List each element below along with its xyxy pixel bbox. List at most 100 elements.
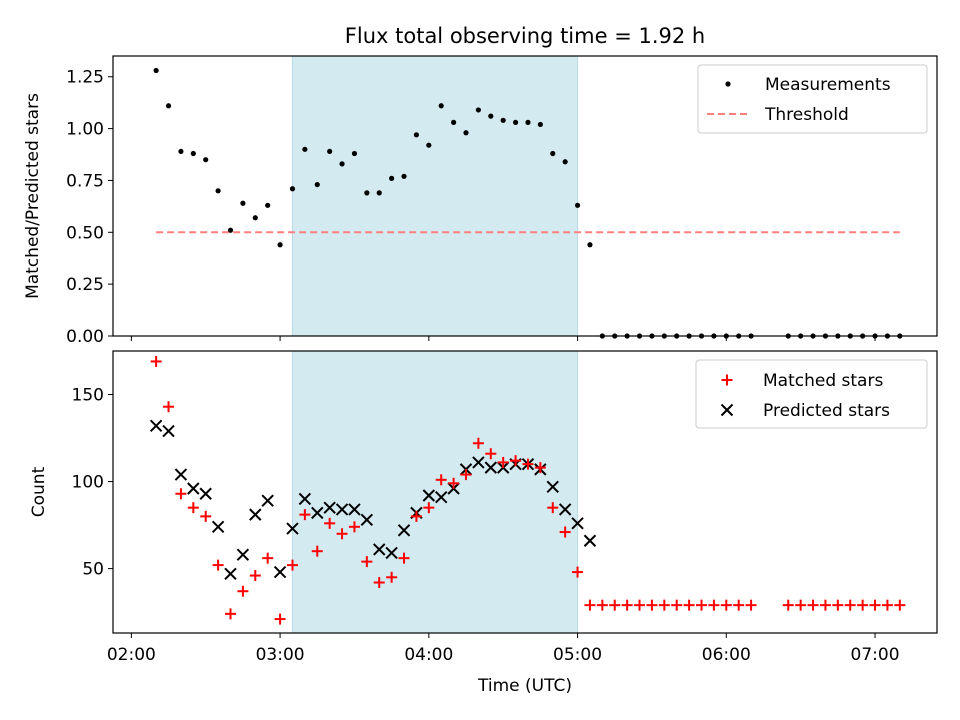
- predicted-point: [273, 565, 287, 579]
- y-tick-label: 0.25: [66, 275, 104, 295]
- measurement-point: [587, 242, 593, 248]
- predicted-point: [335, 503, 349, 516]
- y-tick-label: 1.25: [66, 68, 104, 88]
- matched-point: [534, 462, 546, 474]
- measurement-point: [550, 150, 556, 157]
- measurement-point: [203, 157, 209, 163]
- measurement-point: [537, 121, 543, 128]
- matched-point: [448, 477, 460, 489]
- legend-measurements-label: Measurements: [765, 75, 891, 95]
- top-y-axis-label: Matched/Predicted stars: [23, 93, 43, 299]
- matched-point: [410, 510, 422, 522]
- matched-point: [671, 599, 683, 611]
- legend-predicted-marker: [720, 403, 734, 417]
- y-tick-label: 100: [72, 473, 104, 493]
- measurement-point: [426, 142, 432, 148]
- measurement-point: [438, 103, 444, 109]
- measurement-point: [574, 202, 581, 208]
- matched-point: [596, 599, 608, 611]
- matched-point: [510, 455, 522, 467]
- measurement-point: [389, 175, 395, 181]
- matched-point: [274, 613, 286, 625]
- matched-point: [237, 585, 249, 597]
- matched-point: [894, 599, 906, 611]
- predicted-point: [583, 534, 597, 547]
- legend-x-glyph: [720, 403, 734, 417]
- matched-point: [795, 599, 807, 611]
- matched-point: [869, 599, 881, 611]
- top-y-ticks: 0.00 0.25 0.50 0.75 1.00 1.25: [66, 68, 113, 347]
- measurement-point: [475, 107, 481, 113]
- measurement-point: [451, 119, 457, 125]
- top-legend: Measurements Threshold: [697, 64, 928, 134]
- matched-point: [696, 599, 708, 611]
- measurement-point: [215, 188, 221, 194]
- predicted-point: [298, 492, 312, 506]
- predicted-point: [224, 567, 237, 581]
- x-tick-label: 05:00: [553, 645, 602, 665]
- measurement-point: [463, 130, 469, 136]
- measurements-series: [153, 67, 903, 339]
- matched-point: [435, 474, 447, 486]
- legend-threshold-label: Threshold: [764, 105, 849, 125]
- matched-point: [200, 510, 212, 522]
- matched-stars-series: [150, 355, 906, 625]
- measurement-point: [190, 150, 196, 157]
- matched-point: [225, 608, 237, 620]
- legend-predicted-label: Predicted stars: [763, 401, 890, 421]
- chart-title: Flux total observing time = 1.92 h: [345, 24, 705, 48]
- predicted-point: [472, 456, 485, 469]
- matched-point: [497, 456, 509, 468]
- matched-point: [348, 521, 360, 533]
- bottom-legend-box: [695, 359, 928, 429]
- matched-point: [187, 502, 199, 514]
- matched-point: [621, 599, 633, 611]
- predicted-point: [261, 494, 274, 507]
- measurement-point: [165, 103, 172, 109]
- matched-point: [646, 599, 658, 611]
- top-axes-frame: [112, 55, 938, 337]
- measurement-point: [265, 202, 271, 208]
- matched-point: [658, 599, 670, 611]
- measurement-point: [376, 190, 382, 196]
- matched-point: [286, 559, 298, 571]
- bottom-axes-frame: [112, 350, 938, 634]
- top-panel: 0.00 0.25 0.50 0.75 1.00 1.25 Matched/Predict…: [23, 55, 938, 347]
- legend-matched-marker: [721, 374, 733, 386]
- bottom-x-ticks: 02:00 03:00 04:00 05:00 06:00 07:00: [107, 633, 900, 665]
- predicted-point: [286, 522, 299, 535]
- matched-point: [572, 566, 584, 578]
- matched-point: [460, 469, 472, 481]
- matched-point: [547, 502, 559, 514]
- matched-point: [720, 599, 732, 611]
- measurement-point: [277, 242, 283, 248]
- predicted-point: [373, 543, 386, 556]
- matched-point: [386, 571, 398, 583]
- y-tick-label: 0.00: [66, 327, 104, 347]
- predicted-point: [162, 424, 175, 438]
- x-axis-label: Time (UTC): [477, 676, 572, 696]
- measurement-point: [364, 190, 370, 196]
- legend-measurements-marker: [725, 81, 731, 87]
- legend-matched-label: Matched stars: [763, 371, 883, 391]
- matched-point: [299, 509, 311, 521]
- y-tick-label: 1.00: [66, 120, 104, 140]
- measurement-point: [302, 146, 308, 152]
- top-legend-box: [697, 64, 928, 134]
- measurement-point: [500, 117, 506, 123]
- x-tick-label: 03:00: [256, 645, 305, 665]
- predicted-point: [348, 503, 361, 516]
- predicted-point: [397, 524, 411, 537]
- predicted-point: [249, 508, 262, 521]
- predicted-point: [149, 419, 163, 433]
- matched-point: [733, 599, 745, 611]
- bottom-shaded-span: [291, 350, 579, 634]
- matched-point: [609, 599, 621, 611]
- y-tick-label: 0.75: [66, 171, 104, 191]
- matched-point: [584, 599, 596, 611]
- y-tick-label: 50: [82, 560, 104, 580]
- matched-point: [807, 599, 819, 611]
- x-tick-label: 02:00: [107, 645, 156, 665]
- matched-point: [472, 437, 484, 449]
- y-tick-label: 0.50: [66, 223, 104, 243]
